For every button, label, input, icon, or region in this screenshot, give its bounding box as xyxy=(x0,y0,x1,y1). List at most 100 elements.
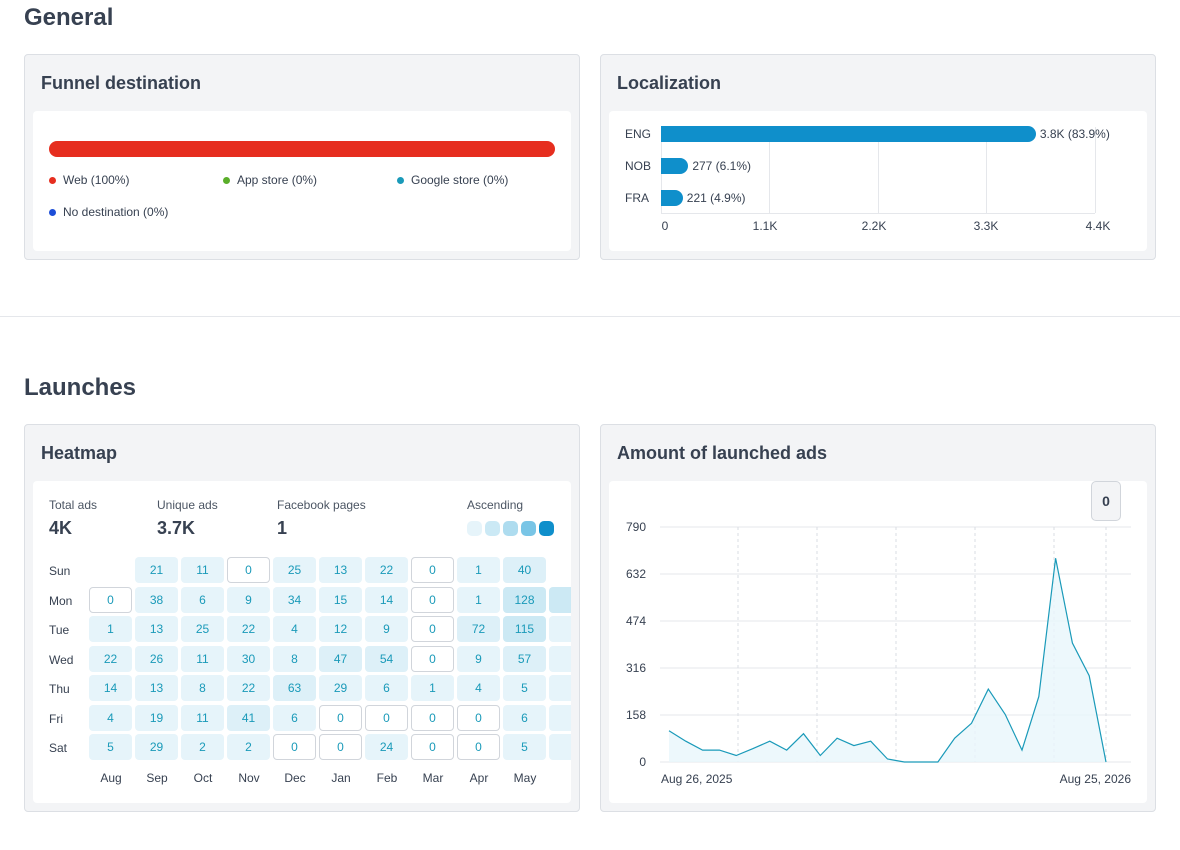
heatmap-cell[interactable]: 34 xyxy=(273,586,316,613)
heatmap-cell[interactable]: 115 xyxy=(503,616,546,642)
heatmap-cell[interactable]: 0 xyxy=(365,704,408,731)
heatmap-cell[interactable]: 22 xyxy=(365,557,408,583)
loc-bar-nob[interactable] xyxy=(661,158,689,174)
heatmap-cell[interactable]: 21 xyxy=(135,557,178,583)
heatmap-cell[interactable]: 40 xyxy=(503,557,546,583)
heatmap-month-label: Nov xyxy=(238,771,260,785)
heatmap-cell[interactable]: 22 xyxy=(227,675,270,701)
heatmap-cell[interactable]: 0 xyxy=(273,734,316,760)
heatmap-cell-partial[interactable] xyxy=(549,704,571,731)
loc-bar-fra[interactable] xyxy=(661,190,683,206)
heatmap-cell[interactable]: 13 xyxy=(135,616,178,642)
heatmap-cell[interactable]: 25 xyxy=(181,616,224,642)
heatmap-cell[interactable]: 0 xyxy=(457,734,500,760)
heatmap-cell-partial[interactable] xyxy=(549,734,571,760)
heatmap-cell[interactable]: 15 xyxy=(319,586,362,613)
heatmap-cell[interactable]: 0 xyxy=(411,704,454,731)
heatmap-cell[interactable]: 5 xyxy=(503,675,546,701)
heatmap-cell[interactable]: 8 xyxy=(273,645,316,672)
section-divider xyxy=(0,316,1180,317)
legend-dot-web xyxy=(49,176,56,184)
heatmap-cell[interactable]: 0 xyxy=(227,557,270,583)
heatmap-cell[interactable]: 0 xyxy=(89,586,132,613)
series-line xyxy=(668,558,1107,763)
heatmap-cell[interactable]: 30 xyxy=(227,645,270,672)
heatmap-cell[interactable]: 63 xyxy=(273,675,316,701)
heatmap-cell[interactable]: 5 xyxy=(89,734,132,760)
heatmap-cell[interactable]: 6 xyxy=(273,704,316,731)
heatmap-cell[interactable]: 13 xyxy=(319,557,362,583)
heatmap-cell[interactable]: 0 xyxy=(411,645,454,672)
heatmap-cell[interactable]: 4 xyxy=(273,616,316,642)
legend-web[interactable]: Web (100%) xyxy=(49,173,129,187)
heatmap-cell[interactable]: 12 xyxy=(319,616,362,642)
heatmap-cell[interactable]: 11 xyxy=(181,645,224,672)
heatmap-cell[interactable]: 0 xyxy=(457,704,500,731)
loc-label-eng: ENG xyxy=(625,127,652,141)
heatmap-cell[interactable]: 1 xyxy=(457,557,500,583)
heatmap-cell[interactable]: 6 xyxy=(365,675,408,701)
loc-value-nob: 277 (6.1%) xyxy=(692,159,752,173)
loc-tick-3: 3.3K xyxy=(973,219,999,233)
heatmap-cell[interactable]: 24 xyxy=(365,734,408,760)
heatmap-cell[interactable]: 25 xyxy=(273,557,316,583)
loc-value-fra: 221 (4.9%) xyxy=(686,191,746,205)
heatmap-cell[interactable]: 19 xyxy=(135,704,178,731)
heatmap-cell-partial[interactable] xyxy=(549,645,571,672)
heatmap-cell-partial[interactable] xyxy=(549,586,571,613)
heatmap-cell[interactable]: 14 xyxy=(89,675,132,701)
heatmap-day-label: Wed xyxy=(49,652,74,667)
funnel-bar-web[interactable] xyxy=(49,141,555,157)
loc-tick-2: 2.2K xyxy=(861,219,887,233)
heatmap-cell[interactable]: 5 xyxy=(503,734,546,760)
heatmap-cell[interactable]: 2 xyxy=(227,734,270,760)
heatmap-cell[interactable]: 0 xyxy=(411,586,454,613)
heatmap-cell[interactable]: 0 xyxy=(319,734,362,760)
legend-dot-no-destination xyxy=(49,208,56,216)
loc-bar-eng[interactable] xyxy=(661,126,1036,142)
heatmap-cell[interactable]: 1 xyxy=(411,675,454,701)
heatmap-cell[interactable]: 41 xyxy=(227,704,270,731)
heatmap-cell[interactable]: 47 xyxy=(319,645,362,672)
heatmap-day-label: Sat xyxy=(49,741,68,755)
heatmap-month-label: Oct xyxy=(193,771,213,785)
heatmap-cell[interactable]: 0 xyxy=(411,557,454,583)
heatmap-cell[interactable]: 38 xyxy=(135,586,178,613)
heatmap-cell[interactable]: 2 xyxy=(181,734,224,760)
heatmap-cell[interactable]: 29 xyxy=(135,734,178,760)
heatmap-cell[interactable]: 14 xyxy=(365,586,408,613)
heatmap-cell[interactable]: 57 xyxy=(503,645,546,672)
legend-label-google-store: Google store (0%) xyxy=(411,173,509,187)
heatmap-cell[interactable]: 0 xyxy=(411,734,454,760)
heatmap-cell[interactable]: 54 xyxy=(365,645,408,672)
heatmap-cell[interactable]: 9 xyxy=(227,586,270,613)
ascending-legend-swatch xyxy=(467,521,482,536)
heatmap-cell[interactable]: 6 xyxy=(181,586,224,613)
legend-app-store[interactable]: App store (0%) xyxy=(223,173,317,187)
heatmap-cell[interactable]: 6 xyxy=(503,704,546,731)
heatmap-cell[interactable]: 29 xyxy=(319,675,362,701)
heatmap-cell[interactable]: 0 xyxy=(319,704,362,731)
heatmap-cell[interactable]: 11 xyxy=(181,557,224,583)
heatmap-cell-partial[interactable] xyxy=(549,616,571,642)
heatmap-cell[interactable]: 9 xyxy=(457,645,500,672)
launched-ads-body: 0 158 316 474 632 790 Aug 26, 2025 Aug 25, 2026… xyxy=(609,481,1147,803)
heatmap-cell[interactable]: 26 xyxy=(135,645,178,672)
stat-facebook-pages-label: Facebook pages xyxy=(277,498,366,512)
heatmap-cell[interactable]: 0 xyxy=(411,616,454,642)
legend-google-store[interactable]: Google store (0%) xyxy=(397,173,508,187)
heatmap-cell[interactable]: 4 xyxy=(89,704,132,731)
heatmap-cell-partial[interactable] xyxy=(549,675,571,701)
heatmap-cell[interactable]: 22 xyxy=(227,616,270,642)
heatmap-cell[interactable]: 1 xyxy=(89,616,132,642)
heatmap-cell[interactable]: 13 xyxy=(135,675,178,701)
heatmap-cell[interactable]: 72 xyxy=(457,616,500,642)
legend-no-destination[interactable]: No destination (0%) xyxy=(49,205,168,219)
heatmap-cell[interactable]: 22 xyxy=(89,645,132,672)
heatmap-cell[interactable]: 8 xyxy=(181,675,224,701)
heatmap-cell[interactable]: 4 xyxy=(457,675,500,701)
heatmap-cell[interactable]: 11 xyxy=(181,704,224,731)
heatmap-cell[interactable]: 9 xyxy=(365,616,408,642)
heatmap-cell[interactable]: 1 xyxy=(457,586,500,613)
heatmap-cell[interactable]: 128 xyxy=(503,586,546,613)
